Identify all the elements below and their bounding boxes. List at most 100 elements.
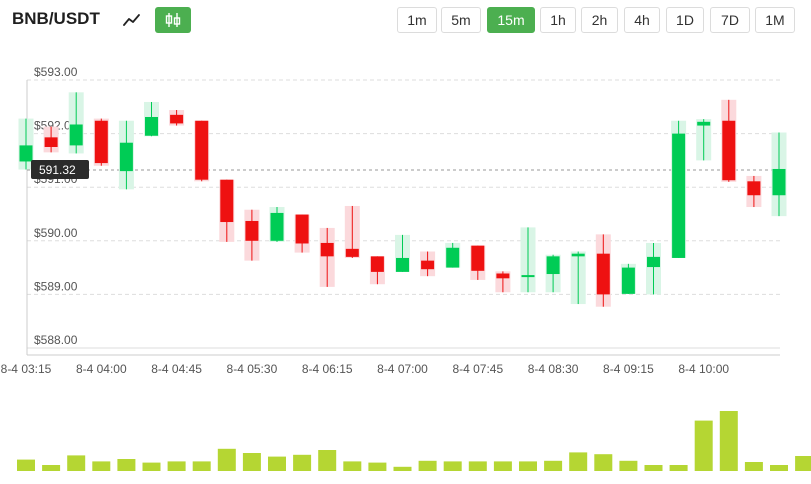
volume-bar [795,456,811,471]
volume-bar [242,453,261,471]
candle-body-down [722,120,736,181]
volume-bar [719,411,738,471]
x-tick-label: 8-4 05:30 [227,362,278,376]
candle [68,92,84,154]
volume-bar [493,461,512,471]
candle [18,118,34,170]
candle-body-up [647,256,660,268]
timeframe-7d-button[interactable]: 7D [710,7,750,33]
volume-bar [669,465,688,471]
candle-body-up [772,168,786,196]
candle-body-down [596,253,610,295]
y-tick-label: $593.00 [34,65,78,79]
candle-body-up [621,267,635,294]
volume-bar [744,462,763,471]
candle [420,251,436,277]
candle-body-down [370,256,384,272]
candle [620,263,636,294]
grid [26,79,780,356]
x-tick-label: 8-4 04:45 [151,362,202,376]
x-tick-label: 8-4 09:15 [603,362,654,376]
candle [118,120,134,190]
candle [671,120,687,258]
timeframe-1d-button[interactable]: 1D [666,7,704,33]
y-tick-label: $590.00 [34,226,78,240]
volume-bar [519,461,537,471]
volume-bar [418,460,437,471]
timeframe-1m-button[interactable]: 1M [755,7,795,33]
candle [545,254,561,293]
candle-body-down [195,120,209,180]
candle [470,245,486,280]
volume-bar [569,452,588,471]
candle-body-up [396,257,409,272]
line-chart-button[interactable] [114,7,150,33]
candle [595,234,611,307]
candle [344,205,360,258]
x-tick-label: 8-4 04:00 [76,362,127,376]
x-tick-label: 8-4 10:00 [678,362,729,376]
candle [771,132,787,217]
candle [746,175,762,208]
candle [369,256,385,285]
candle-body-up [546,256,560,275]
candlestick-icon [165,13,181,27]
x-tick-label: 8-4 03:15 [1,362,52,376]
timeframe-1m-button[interactable]: 1m [397,7,437,33]
timeframe-1h-button[interactable]: 1h [540,7,576,33]
timeframe-2h-button[interactable]: 2h [581,7,618,33]
candle-body-down [170,114,184,124]
volume-bar [619,460,638,471]
volume-bar [42,465,61,471]
candle-body-down [421,260,435,270]
volume-bar [544,460,563,471]
candle [144,101,159,137]
candle-body-down [245,220,259,241]
candle-body-down [747,181,761,196]
volume-bar [594,454,613,471]
timeframe-4h-button[interactable]: 4h [624,7,660,33]
volume-bar [293,454,312,471]
candle [495,271,511,293]
candle [696,119,712,161]
timeframe-15m-button[interactable]: 15m [487,7,535,33]
candle-body-down [94,120,108,164]
current-price-tag: 591.32 [31,160,89,180]
timeframe-5m-button[interactable]: 5m [441,7,481,33]
volume-bar [67,455,86,471]
volume-bar [770,465,788,471]
volume-bars [17,411,811,471]
y-tick-label: $589.00 [34,279,78,293]
x-tick-label: 8-4 07:45 [452,362,503,376]
candle [43,126,59,153]
volume-bar [393,466,412,471]
pair-title: BNB/USDT [12,9,100,28]
toolbar: BNB/USDT 1m 5m 15m 1h 2h 4h 1D 7D 1M [0,0,811,40]
volume-bar [142,462,161,471]
volume-bar [343,461,362,471]
volume-bar [368,462,387,471]
candle-body-up [521,275,535,278]
volume-bar [192,461,211,471]
x-tick-label: 8-4 07:00 [377,362,428,376]
candle [194,120,210,182]
candle-body-down [320,242,334,257]
candle-body-down [295,214,309,244]
candle [646,242,661,295]
candle-body-down [220,179,234,223]
line-chart-icon [123,14,140,26]
candlestick-button[interactable] [155,7,191,33]
candle [244,209,260,261]
volume-bar [644,465,663,471]
x-tick-label: 8-4 06:15 [302,362,353,376]
volume-bar [694,420,713,471]
candle-body-up [145,116,158,136]
candle [319,227,335,287]
candle-body-down [345,248,359,257]
volume-bar [268,456,286,471]
volume-bar [17,459,35,471]
candle-body-up [69,124,83,146]
candle-body-up [672,133,686,258]
candle-body-up [571,253,585,257]
